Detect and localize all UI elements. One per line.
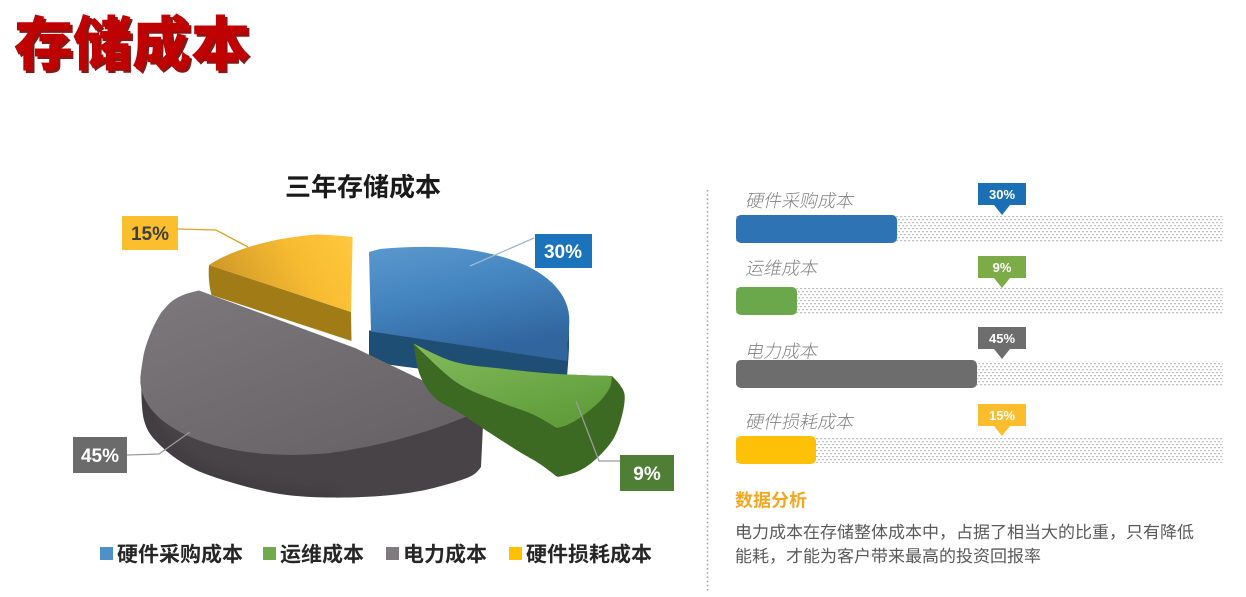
svg-text:30%: 30% <box>989 187 1015 202</box>
svg-text:45%: 45% <box>989 331 1015 346</box>
svg-text:9%: 9% <box>633 464 661 485</box>
svg-text:45%: 45% <box>81 446 119 467</box>
svg-text:15%: 15% <box>989 408 1015 423</box>
svg-text:9%: 9% <box>993 260 1012 275</box>
svg-text:15%: 15% <box>131 224 169 245</box>
svg-text:30%: 30% <box>544 242 582 263</box>
